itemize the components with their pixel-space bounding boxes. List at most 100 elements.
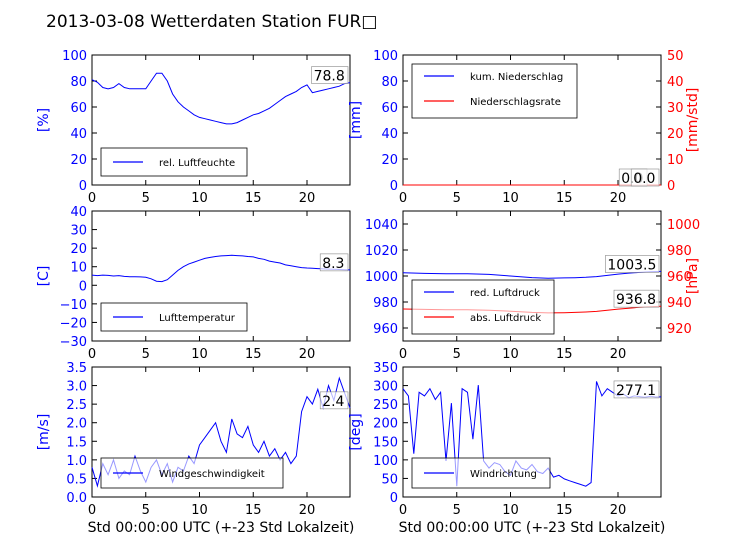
- y-axis-label: [m/s]: [36, 414, 52, 451]
- y-tick-label: 30: [70, 224, 87, 239]
- y2-tick-label: 960: [667, 270, 692, 285]
- figure-title: 2013-03-08 Wetterdaten Station FUR□: [46, 12, 377, 32]
- legend-label: Windrichtung: [470, 469, 537, 480]
- y-tick-label: 2.0: [66, 417, 87, 432]
- x-tick-label: 20: [299, 347, 316, 362]
- value-annotation-box: [613, 289, 660, 308]
- x-tick-label: 10: [502, 191, 519, 206]
- y-tick-label: 100: [373, 454, 398, 469]
- y-tick-label: 60: [381, 101, 398, 116]
- y2-axis-label: [mm/std]: [685, 88, 701, 153]
- value-annotation: 0.0: [630, 168, 660, 187]
- x-tick-label: 5: [142, 191, 150, 206]
- legend: Lufttemperatur: [100, 302, 248, 332]
- y-tick-label: 0: [79, 179, 87, 194]
- legend: rel. Luftfeuchte: [100, 147, 248, 177]
- y2-tick-label: 980: [667, 244, 692, 259]
- x-tick-label: 5: [453, 191, 461, 206]
- x-tick-label: 0: [88, 191, 96, 206]
- y-tick-label: 960: [373, 322, 398, 337]
- y-tick-label: 0: [390, 491, 398, 506]
- y-tick-label: 40: [70, 127, 87, 142]
- value-annotation-box: [319, 391, 349, 410]
- x-tick-label: 5: [142, 347, 150, 362]
- x-tick-label: 20: [610, 191, 627, 206]
- series-line: [402, 270, 662, 279]
- y2-tick-label: 920: [667, 322, 692, 337]
- y-axis-label: [mm]: [348, 101, 364, 139]
- value-annotation-text: 1003.5: [607, 257, 656, 273]
- x-tick-label: 20: [610, 503, 627, 518]
- value-annotation-text: 8.3: [322, 256, 344, 272]
- value-annotation-box: [311, 66, 349, 84]
- value-annotation: 2.4: [319, 391, 349, 410]
- value-annotation-box: [319, 253, 349, 272]
- legend-frame: [411, 279, 555, 335]
- y-tick-label: 1.5: [66, 435, 87, 450]
- y-tick-label: 0.5: [66, 472, 87, 487]
- y-tick-label: 10: [70, 261, 87, 276]
- y-tick-label: 100: [62, 49, 87, 64]
- x-tick-label: 5: [453, 347, 461, 362]
- legend-label: red. Luftdruck: [470, 288, 540, 299]
- x-axis-label: Std 00:00:00 UTC (+-23 Std Lokalzeit): [88, 520, 355, 536]
- y-tick-label: 20: [70, 153, 87, 168]
- value-annotation-box: [613, 380, 660, 399]
- series-line: [91, 254, 351, 283]
- panel-temperature: 0 5 10 15 20 −30 −20 −10 0 10 20 30 40 [C] Lufttempera…: [36, 205, 351, 362]
- value-annotation: 936.8: [613, 289, 660, 308]
- x-tick-label: 15: [556, 503, 573, 518]
- y-tick-label: 20: [70, 242, 87, 257]
- y-tick-label: 20: [381, 153, 398, 168]
- y-tick-label: 80: [381, 75, 398, 90]
- y-tick-label: 80: [70, 75, 87, 90]
- value-annotation-box: [630, 168, 660, 187]
- x-tick-label: 20: [299, 503, 316, 518]
- x-tick-label: 15: [245, 347, 262, 362]
- x-tick-label: 20: [299, 191, 316, 206]
- y2-tick-label: 30: [667, 101, 684, 116]
- y2-tick-label: 0: [667, 179, 675, 194]
- legend-label: kum. Niederschlag: [470, 72, 563, 83]
- value-annotation: 78.8: [311, 66, 349, 85]
- panel-precipitation: 0 5 10 15 20 0 20 40 60 80 100 0 10 20 30 40 50 [mm] [mm/s…: [348, 49, 701, 206]
- x-tick-label: 10: [502, 347, 519, 362]
- y-axis-label: [%]: [36, 108, 52, 132]
- x-axis-label: Std 00:00:00 UTC (+-23 Std Lokalzeit): [399, 520, 666, 536]
- panel-humidity: 0 5 10 15 20 0 20 40 60 80 100 [%] rel. Luftfeuchte 7…: [36, 49, 351, 206]
- legend-label: Windgeschwindigkeit: [159, 469, 265, 480]
- x-tick-label: 10: [191, 191, 208, 206]
- y-tick-label: −30: [60, 335, 87, 350]
- value-annotation-box: [605, 255, 660, 273]
- y-tick-label: 1.0: [66, 454, 87, 469]
- value-annotation: 1003.5: [605, 255, 660, 273]
- value-annotation-text: 936.8: [616, 292, 656, 308]
- panel-pressure: 0 5 10 15 20 960 980 1000 1020 1040 920 940 960 980 10…: [365, 210, 701, 362]
- y-tick-label: −20: [60, 316, 87, 331]
- y2-tick-label: 1000: [667, 218, 700, 233]
- y-tick-label: 250: [373, 398, 398, 413]
- legend: Windgeschwindigkeit: [100, 457, 284, 489]
- x-tick-label: 20: [610, 347, 627, 362]
- x-tick-label: 0: [88, 503, 96, 518]
- y-tick-label: 100: [373, 49, 398, 64]
- y-tick-label: 1040: [365, 218, 398, 233]
- plot-frame: [91, 54, 351, 186]
- y-tick-label: 300: [373, 380, 398, 395]
- x-tick-label: 5: [142, 503, 150, 518]
- y2-tick-label: 50: [667, 49, 684, 64]
- value-annotation-text: 0.0: [633, 171, 655, 187]
- plot-frame: [91, 366, 351, 498]
- x-tick-label: 0: [399, 503, 407, 518]
- y2-tick-label: 10: [667, 153, 684, 168]
- y2-axis-label: [hPa]: [685, 258, 701, 294]
- legend: red. Luftdruck abs. Luftdruck: [411, 279, 555, 335]
- legend-label: Lufttemperatur: [159, 313, 236, 324]
- legend: Windrichtung: [411, 457, 551, 489]
- y-tick-label: 3.5: [66, 361, 87, 376]
- y-tick-label: 0.0: [66, 491, 87, 506]
- legend-label: abs. Luftdruck: [470, 313, 541, 324]
